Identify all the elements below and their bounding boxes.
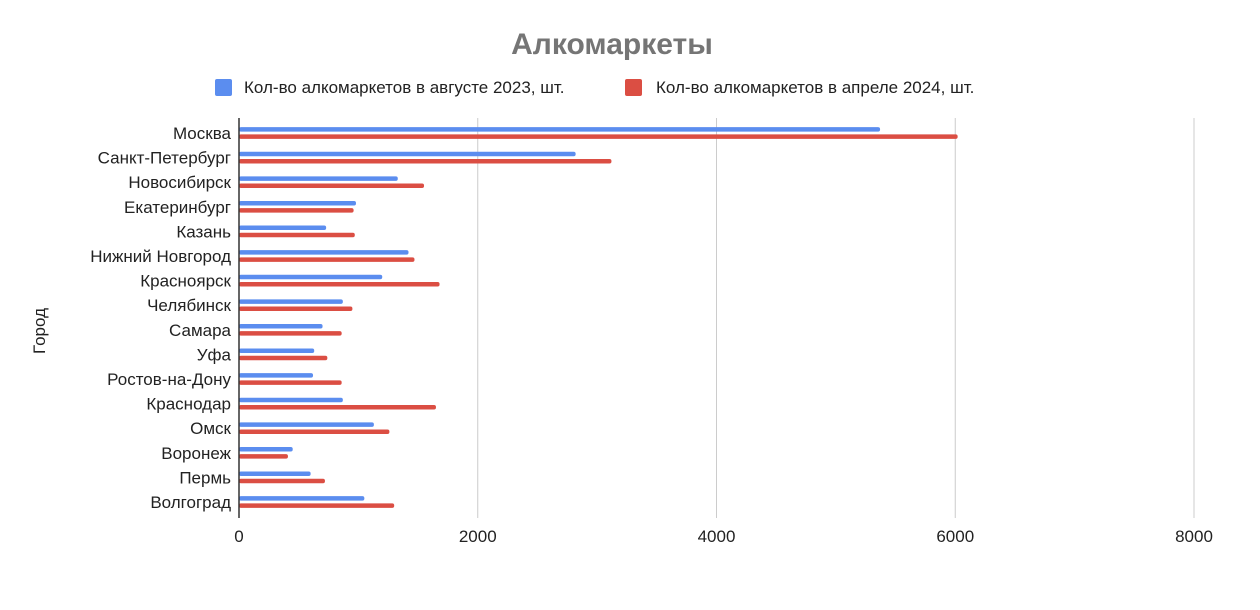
bar-aug-2023 [239,151,576,157]
category-label: Казань [176,222,231,241]
category-label: Краснодар [146,395,231,414]
bar-aug-2023 [239,127,881,132]
category-label: Санкт-Петербург [98,149,231,168]
category-label: Воронеж [161,444,231,463]
x-tick-label: 4000 [698,527,736,546]
category-label: Уфа [197,345,232,364]
category-label: Красноярск [140,272,231,291]
category-label: Ростов-на-Дону [107,370,231,389]
category-label: Пермь [179,468,231,487]
bar-aug-2023 [239,225,327,231]
category-label: Челябинск [147,296,231,315]
x-tick-label: 2000 [459,527,497,546]
bar-aug-2023 [239,397,343,403]
bar-aug-2023 [239,471,311,477]
category-label: Волгоград [150,493,231,512]
y-axis-title: Город [30,308,49,354]
bar-apr-2024 [239,232,355,238]
category-label: Москва [173,124,232,143]
legend: Кол-во алкомаркетов в августе 2023, шт. … [215,78,974,97]
category-label: Омск [190,419,231,438]
bar-apr-2024 [239,380,342,385]
bar-aug-2023 [239,422,374,427]
bar-apr-2024 [239,331,342,336]
category-label: Екатеринбург [124,198,231,217]
bar-apr-2024 [239,257,415,262]
legend-label-apr-2024: Кол-во алкомаркетов в апреле 2024, шт. [656,78,974,97]
bar-aug-2023 [239,323,323,329]
legend-swatch-apr-2024 [625,79,642,96]
x-tick-label: 0 [234,527,243,546]
bar-apr-2024 [239,183,425,189]
category-labels: Москва Санкт-Петербург Новосибирск Екатерин… [90,124,231,512]
bar-aug-2023 [239,373,314,378]
bar-apr-2024 [239,454,288,459]
bar-apr-2024 [239,503,395,508]
legend-swatch-aug-2023 [215,79,232,96]
bar-apr-2024 [239,158,612,164]
bar-aug-2023 [239,299,343,304]
x-tick-label: 6000 [936,527,974,546]
bar-apr-2024 [239,478,325,484]
legend-label-aug-2023: Кол-во алкомаркетов в августе 2023, шт. [244,78,565,97]
bar-apr-2024 [239,306,353,312]
bar-aug-2023 [239,446,293,452]
bar-aug-2023 [239,274,383,280]
bar-apr-2024 [239,134,958,139]
bar-apr-2024 [239,355,328,361]
x-tick-labels: 0 2000 4000 6000 8000 [234,527,1213,546]
bar-apr-2024 [239,208,354,213]
bar-apr-2024 [239,404,436,410]
bar-apr-2024 [239,281,440,287]
bar-aug-2023 [239,348,315,354]
bars [239,127,958,508]
category-label: Новосибирск [128,173,231,192]
bar-aug-2023 [239,176,398,181]
x-tick-label: 8000 [1175,527,1213,546]
category-label: Самара [169,321,232,340]
bar-aug-2023 [239,496,365,501]
category-label: Нижний Новгород [90,247,231,266]
bar-apr-2024 [239,429,390,435]
gridlines [477,118,1195,518]
bar-aug-2023 [239,200,356,206]
chart-title: Алкомаркеты [511,28,713,61]
bar-aug-2023 [239,250,409,255]
